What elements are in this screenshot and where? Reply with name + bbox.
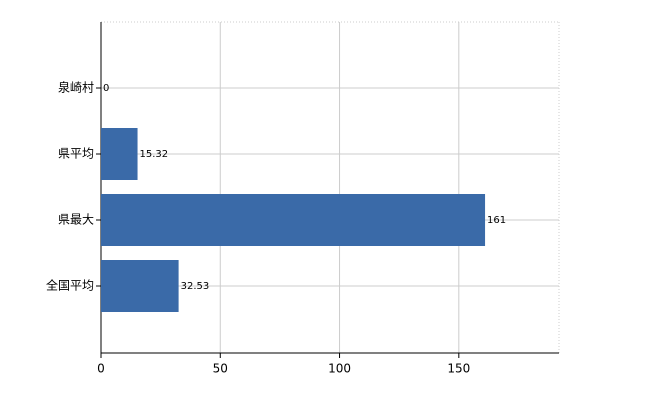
value-label: 15.32 xyxy=(140,149,169,160)
x-tick-label: 150 xyxy=(447,362,470,376)
value-label: 32.53 xyxy=(181,281,210,292)
x-tick-label: 100 xyxy=(328,362,351,376)
x-tick-label: 0 xyxy=(97,362,105,376)
value-label: 0 xyxy=(103,83,109,94)
bar xyxy=(101,260,179,312)
bar xyxy=(101,128,138,180)
y-tick-label: 県最大 xyxy=(58,213,94,227)
y-tick-label: 全国平均 xyxy=(46,278,94,293)
value-label: 161 xyxy=(487,215,506,226)
y-tick-label: 県平均 xyxy=(58,147,94,161)
bar xyxy=(101,194,486,246)
y-tick-label: 泉崎村 xyxy=(58,81,94,95)
x-tick-label: 50 xyxy=(213,362,228,376)
